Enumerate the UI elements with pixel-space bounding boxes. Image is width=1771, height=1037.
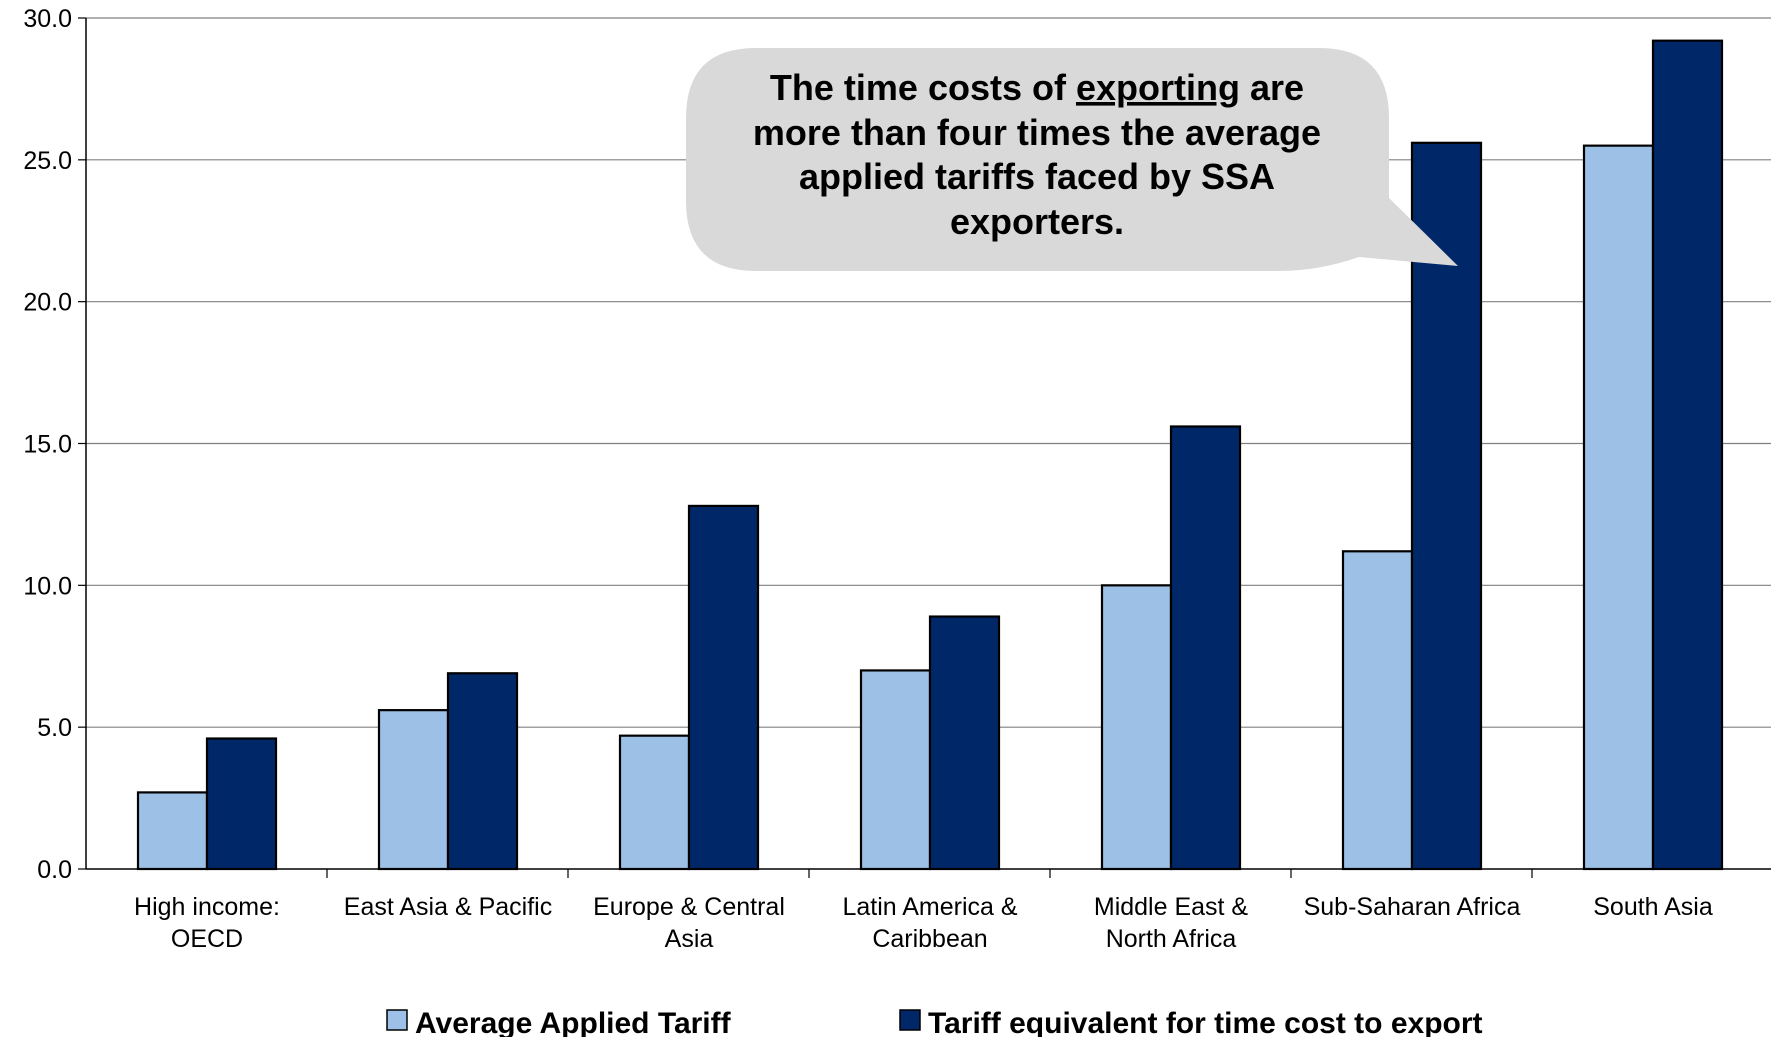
callout-text-line: The time costs of exporting are — [770, 67, 1304, 108]
bar-average-applied-tariff — [377, 709, 450, 871]
bar-average-applied-tariff — [1582, 144, 1655, 871]
axes: 0.0 5.0 10.0 15.0 20.0 25.0 30.0 — [23, 5, 1771, 884]
bar-average-applied-tariff — [859, 669, 932, 871]
bar-time-cost-tariff — [446, 672, 519, 871]
bar-average-applied-tariff — [1341, 550, 1414, 871]
category-label: East Asia & Pacific — [344, 893, 552, 921]
callout-text-line: exporters. — [950, 201, 1124, 242]
bar-average-applied-tariff — [1100, 584, 1173, 871]
bars — [136, 39, 1724, 871]
category-label: Europe & Central Asia — [593, 893, 785, 953]
legend-label: Tariff equivalent for time cost to expor… — [928, 1007, 1483, 1037]
y-tick-label: 25.0 — [23, 147, 72, 175]
category-label: Latin America & Caribbean — [842, 893, 1017, 953]
y-tick-label: 15.0 — [23, 431, 72, 459]
y-tick-label: 20.0 — [23, 289, 72, 317]
legend-swatch — [899, 1009, 921, 1031]
category-label: High income: OECD — [134, 893, 280, 953]
y-tick-label: 5.0 — [37, 714, 72, 742]
legend: Average Applied Tariff Tariff equivalent … — [386, 1007, 1483, 1037]
bar-time-cost-tariff — [687, 504, 760, 871]
bar-time-cost-tariff — [928, 615, 1001, 871]
category-label: Sub-Saharan Africa — [1304, 893, 1521, 921]
bar-time-cost-tariff — [1651, 39, 1724, 871]
y-tick-label: 0.0 — [37, 856, 72, 884]
callout-text-line: more than four times the average — [753, 112, 1321, 153]
bar-time-cost-tariff — [205, 737, 278, 871]
legend-label: Average Applied Tariff — [415, 1007, 732, 1037]
category-label: Middle East & North Africa — [1094, 893, 1249, 953]
y-tick-label: 10.0 — [23, 572, 72, 600]
category-label: South Asia — [1593, 893, 1713, 921]
bar-time-cost-tariff — [1169, 425, 1242, 871]
category-labels: High income: OECD East Asia & Pacific Europ… — [134, 893, 1713, 953]
bar-average-applied-tariff — [618, 734, 691, 871]
callout-text-line: applied tariffs faced by SSA — [799, 156, 1275, 197]
bar-average-applied-tariff — [136, 791, 209, 871]
callout-bubble — [686, 48, 1458, 271]
legend-swatch — [386, 1009, 408, 1031]
y-tick-label: 30.0 — [23, 5, 72, 33]
